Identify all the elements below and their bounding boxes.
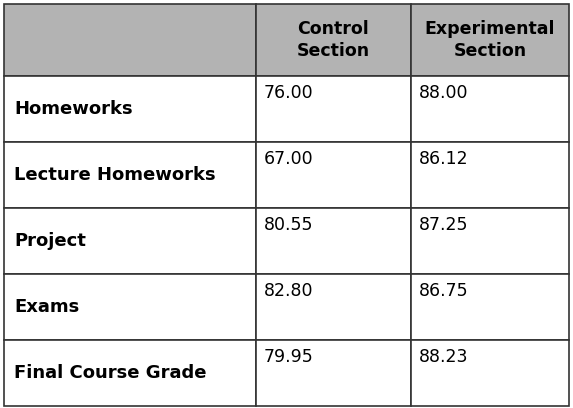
Text: 80.55: 80.55	[264, 216, 313, 234]
Text: Experimental
Section: Experimental Section	[425, 20, 555, 60]
Text: Control
Section: Control Section	[297, 20, 370, 60]
Bar	[4, 208, 256, 274]
Text: Final Course Grade: Final Course Grade	[14, 364, 206, 382]
Text: 79.95: 79.95	[264, 348, 314, 366]
Bar	[256, 142, 411, 208]
Bar	[411, 76, 569, 142]
Bar	[4, 340, 256, 406]
Text: 86.12: 86.12	[419, 150, 469, 168]
Bar	[4, 76, 256, 142]
Bar	[411, 208, 569, 274]
Bar	[256, 76, 411, 142]
Text: Exams: Exams	[14, 298, 79, 316]
Text: 82.80: 82.80	[264, 282, 313, 300]
Text: Homeworks: Homeworks	[14, 100, 132, 118]
Bar	[411, 142, 569, 208]
Text: Project: Project	[14, 232, 86, 250]
Bar	[4, 142, 256, 208]
Text: 87.25: 87.25	[419, 216, 469, 234]
Bar	[411, 4, 569, 76]
Bar	[256, 4, 411, 76]
Text: 88.00: 88.00	[419, 84, 469, 102]
Bar	[256, 340, 411, 406]
Bar	[4, 4, 256, 76]
Bar	[4, 274, 256, 340]
Text: 67.00: 67.00	[264, 150, 313, 168]
Text: Lecture Homeworks: Lecture Homeworks	[14, 166, 215, 184]
Text: 76.00: 76.00	[264, 84, 313, 102]
Bar	[256, 208, 411, 274]
Bar	[256, 274, 411, 340]
Text: 88.23: 88.23	[419, 348, 469, 366]
Bar	[411, 340, 569, 406]
Bar	[411, 274, 569, 340]
Text: 86.75: 86.75	[419, 282, 469, 300]
